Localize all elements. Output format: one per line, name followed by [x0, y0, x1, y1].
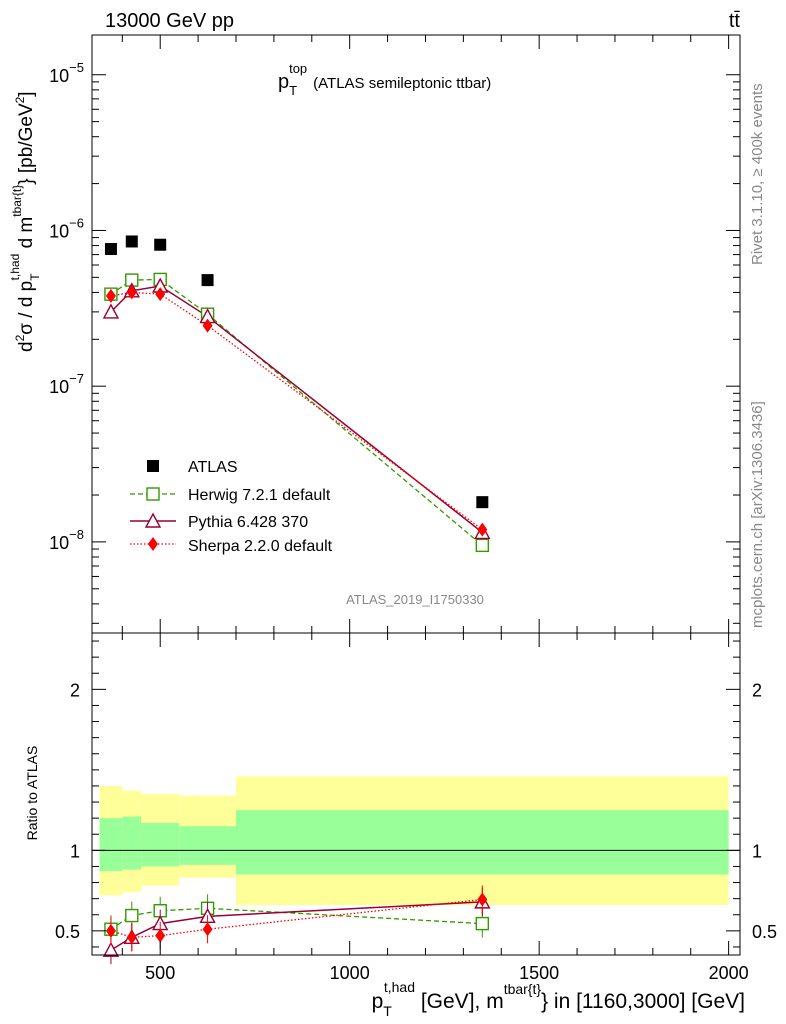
main-y-label: d2σ / d pTt,had d mtbar{t}} [pb/GeV2] [8, 91, 42, 352]
main-data-point [154, 238, 167, 251]
ratio-data-point [155, 928, 166, 943]
ratio-band-green [141, 822, 180, 867]
rivet-label: Rivet 3.1.10, ≥ 400k events [749, 83, 766, 265]
ratio-uncertainty-bands [99, 776, 729, 906]
ratio-data-point [477, 892, 488, 907]
ratio-band-green [122, 816, 142, 870]
legend-label-sherpa: Sherpa 2.2.0 default [188, 538, 333, 555]
header-left: 13000 GeV pp [105, 10, 234, 32]
main-data-point [104, 243, 117, 256]
main-y-tick-label: 10−5 [49, 60, 84, 86]
ratio-data-point [475, 916, 490, 931]
mcplots-label: mcplots.cern.ch [arXiv:1306.3436] [749, 401, 766, 628]
main-y-tick-label: 10−7 [49, 371, 84, 397]
main-data-point [477, 522, 488, 537]
main-data-point [475, 538, 490, 553]
ratio-y-tick-label: 0.5 [55, 922, 80, 942]
main-data-point [105, 288, 116, 303]
legend-label-herwig: Herwig 7.2.1 default [188, 487, 331, 504]
main-data-point [125, 235, 138, 248]
ratio-data-point [126, 930, 137, 945]
ratio-x-axis: 500 1000 1500 2000 [121, 633, 749, 983]
plot-title: pTtop(ATLAS semileptonic ttbar) [278, 61, 491, 98]
ratio-y-tick-label-right: 1 [752, 841, 762, 861]
x-axis-label: pTt,had [GeV], mtbar{t}} in [1160,3000] … [372, 979, 745, 1019]
ratio-plot-frame [91, 632, 741, 956]
ratio-plot: 0.5 0.5 1 1 2 2 500 1000 1500 2000 Ratio to ATLA… [24, 632, 777, 1019]
x-tick-label: 2000 [709, 963, 749, 983]
legend-label-pythia: Pythia 6.428 370 [188, 514, 308, 531]
main-data-point [155, 287, 166, 302]
x-tick-label: 500 [145, 963, 175, 983]
legend-marker-atlas [147, 460, 159, 472]
main-plot: 10−5 10−6 10−7 10−8 pTtop(ATLAS semileptoni… [8, 34, 741, 634]
analysis-watermark: ATLAS_2019_I1750330 [346, 592, 484, 607]
main-y-tick-label: 10−8 [49, 527, 84, 553]
ratio-band-green [99, 818, 123, 872]
main-series-line [110, 278, 483, 546]
legend-marker-herwig [146, 487, 160, 501]
ratio-data-point [105, 923, 116, 938]
main-data-point [202, 318, 213, 333]
main-y-tick-label: 10−6 [49, 215, 84, 241]
ratio-data-point [202, 922, 213, 937]
main-data-point [476, 496, 489, 509]
legend-marker-pythia [144, 512, 162, 528]
legend: ATLAS Herwig 7.2.1 default Pythia 6.428 … [130, 459, 333, 555]
ratio-y-tick-label: 2 [70, 680, 80, 700]
main-series-group [102, 235, 491, 553]
header-right: tt̄ [729, 10, 741, 32]
legend-marker-sherpa [148, 537, 158, 551]
ratio-series-group [102, 885, 491, 965]
ratio-data-point [125, 908, 139, 923]
x-tick-label: 1000 [330, 963, 370, 983]
ratio-band-green [236, 810, 729, 875]
main-data-point [201, 274, 214, 287]
ratio-y-tick-label-right: 2 [752, 680, 762, 700]
ratio-y-tick-label-right: 0.5 [752, 922, 777, 942]
ratio-band-green [179, 826, 236, 865]
ratio-y-axis: 0.5 0.5 1 1 2 2 [55, 640, 777, 948]
ratio-y-label: Ratio to ATLAS [24, 746, 40, 841]
main-y-axis: 10−5 10−6 10−7 10−8 [49, 35, 740, 633]
ratio-data-point [102, 941, 120, 957]
main-data-point [126, 285, 137, 300]
ratio-series-line [110, 907, 483, 930]
x-tick-label: 1500 [519, 963, 559, 983]
legend-label-atlas: ATLAS [188, 459, 238, 476]
ratio-y-tick-label: 1 [70, 841, 80, 861]
main-data-point [102, 303, 120, 319]
